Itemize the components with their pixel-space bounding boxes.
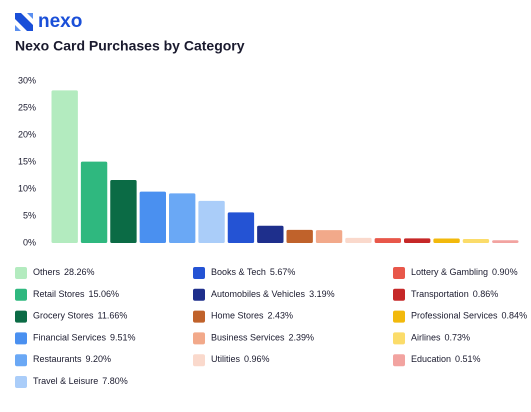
legend-entry: Lottery & Gambling 0.90%	[411, 267, 518, 277]
legend-name: Grocery Stores	[33, 311, 94, 321]
bar	[462, 239, 490, 243]
y-tick-label: 0%	[23, 237, 36, 247]
legend-name: Retail Stores	[33, 289, 85, 299]
legend-value: 0.73%	[445, 333, 471, 343]
legend-value: 5.67%	[270, 267, 296, 277]
legend-value: 15.06%	[89, 289, 120, 299]
legend-swatch	[15, 332, 27, 345]
legend-swatch	[393, 288, 405, 301]
legend-value: 7.80%	[102, 376, 128, 386]
legend-name: Others	[33, 267, 61, 277]
legend-swatch	[193, 310, 205, 323]
bar	[110, 180, 137, 243]
bar	[169, 193, 196, 243]
legend-entry: Books & Tech 5.67%	[211, 267, 295, 277]
legend-swatch	[193, 267, 205, 279]
legend-value: 11.66%	[98, 311, 128, 321]
legend-name: Financial Services	[33, 333, 107, 343]
legend-name: Restaurants	[33, 355, 82, 365]
legend-swatch	[393, 332, 405, 345]
legend-entry: Grocery Stores 11.66%	[33, 311, 127, 321]
bar	[433, 238, 460, 243]
legend-swatch	[15, 267, 27, 279]
bar	[227, 212, 255, 243]
y-tick-label: 20%	[18, 129, 36, 139]
legend-swatch	[15, 376, 27, 388]
legend-entry: Travel & Leisure 7.80%	[33, 376, 128, 386]
y-tick-label: 15%	[18, 156, 36, 166]
legend-entry: Professional Services 0.84%	[411, 311, 527, 321]
bar	[345, 237, 372, 243]
bar	[80, 161, 108, 243]
legend-swatch	[193, 332, 205, 345]
legend-value: 2.39%	[289, 333, 315, 343]
legend-entry: Airlines 0.73%	[411, 333, 470, 343]
legend-name: Travel & Leisure	[33, 376, 98, 386]
brand: nexo	[38, 11, 82, 32]
legend-value: 0.96%	[244, 355, 270, 365]
legend-entry: Retail Stores 15.06%	[33, 289, 119, 299]
legend-entry: Utilities 0.96%	[211, 355, 270, 365]
legend-value: 28.26%	[64, 267, 95, 277]
legend-swatch	[393, 310, 405, 323]
legend-value: 0.86%	[473, 289, 499, 299]
legend-name: Education	[411, 355, 451, 365]
legend-value: 0.51%	[455, 355, 481, 365]
y-tick-label: 10%	[18, 183, 36, 193]
legend-value: 9.51%	[110, 333, 136, 343]
legend-name: Professional Services	[411, 311, 498, 321]
legend-swatch	[193, 288, 205, 301]
legend-name: Lottery & Gambling	[411, 267, 488, 277]
bar	[257, 225, 284, 243]
bar	[286, 229, 313, 243]
legend-name: Business Services	[211, 333, 285, 343]
legend-entry: Others 28.26%	[33, 267, 95, 277]
bar	[404, 238, 431, 243]
y-tick-label: 25%	[18, 102, 36, 112]
legend-swatch	[15, 310, 27, 323]
legend-swatch	[393, 354, 405, 367]
legend-value: 2.43%	[268, 311, 294, 321]
y-tick-label: 5%	[23, 210, 36, 220]
legend-name: Home Stores	[211, 311, 264, 321]
legend-entry: Education 0.51%	[411, 355, 481, 365]
legend-entry: Restaurants 9.20%	[33, 355, 111, 365]
bar	[374, 238, 401, 243]
legend-entry: Home Stores 2.43%	[211, 311, 293, 321]
legend-value: 0.90%	[492, 267, 518, 277]
bar	[492, 240, 519, 243]
legend-entry: Automobiles & Vehicles 3.19%	[211, 289, 335, 299]
legend-name: Books & Tech	[211, 267, 266, 277]
legend-entry: Financial Services 9.51%	[33, 333, 136, 343]
legend-name: Automobiles & Vehicles	[211, 289, 306, 299]
bar	[198, 200, 225, 243]
legend-swatch	[393, 267, 405, 279]
legend-name: Transportation	[411, 289, 469, 299]
bar	[315, 230, 343, 243]
chart-title: Nexo Card Purchases by Category	[15, 38, 245, 54]
logo-icon	[15, 13, 33, 31]
legend-entry: Transportation 0.86%	[411, 289, 498, 299]
legend-entry: Business Services 2.39%	[211, 333, 314, 343]
y-tick-label: 30%	[18, 75, 36, 85]
legend-value: 9.20%	[86, 355, 112, 365]
legend-name: Airlines	[411, 333, 441, 343]
legend-value: 3.19%	[309, 289, 335, 299]
bar	[139, 191, 166, 243]
legend-swatch	[193, 354, 205, 367]
legend-swatch	[15, 288, 27, 301]
legend-value: 0.84%	[502, 311, 528, 321]
legend-swatch	[15, 354, 27, 367]
legend-name: Utilities	[211, 355, 241, 365]
bar	[51, 90, 78, 243]
